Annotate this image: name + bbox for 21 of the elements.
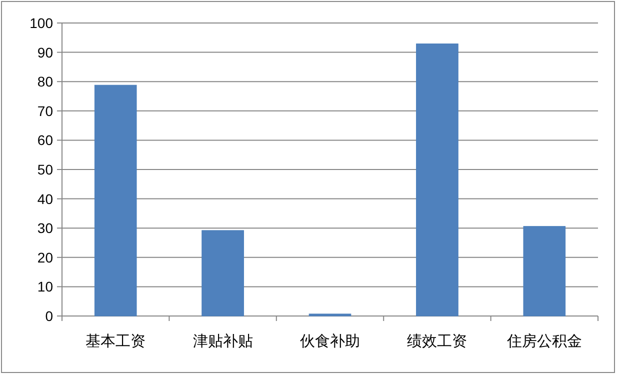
y-tick-label: 20 <box>37 249 54 266</box>
y-tick-label: 30 <box>37 220 54 236</box>
bar <box>94 84 137 316</box>
x-tick-label: 伙食补助 <box>300 333 360 350</box>
y-tick-label: 90 <box>37 44 54 60</box>
x-tick-label: 津贴补贴 <box>192 333 253 350</box>
y-tick-label: 10 <box>37 278 54 295</box>
y-tick-label: 100 <box>30 15 54 31</box>
x-tick-label: 基本工资 <box>86 333 146 350</box>
bar <box>523 226 566 316</box>
y-tick-label: 80 <box>37 74 54 90</box>
y-tick-label: 50 <box>37 162 54 178</box>
y-tick-label: 60 <box>37 132 54 148</box>
bar <box>202 230 244 316</box>
x-tick-label: 住房公积金 <box>506 333 582 350</box>
y-tick-label: 70 <box>37 102 54 119</box>
y-tick-label: 0 <box>45 308 54 324</box>
bar <box>416 44 458 316</box>
x-tick-label: 绩效工资 <box>407 333 468 350</box>
y-tick-label: 40 <box>37 190 54 207</box>
bar <box>308 314 352 316</box>
